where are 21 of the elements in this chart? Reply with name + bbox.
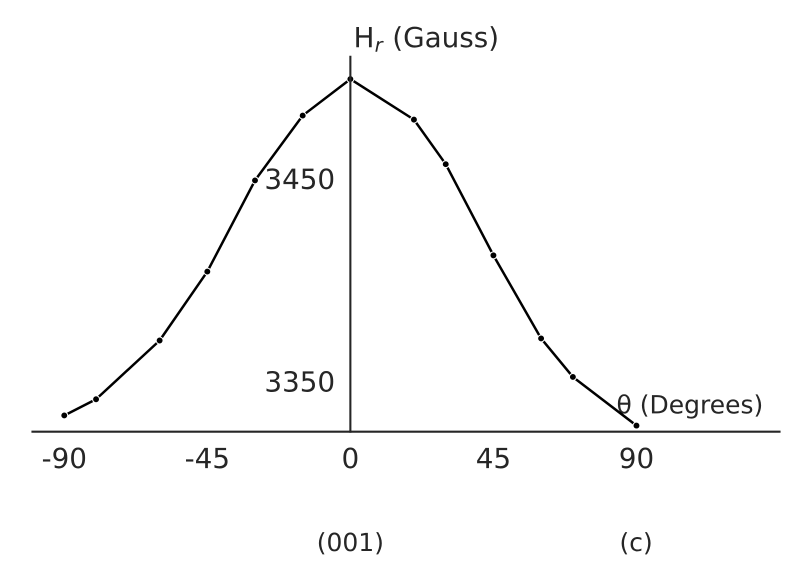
point xyxy=(298,112,307,120)
x-tick-label: -90 xyxy=(42,447,86,468)
point xyxy=(442,160,450,168)
point xyxy=(537,334,546,342)
text: (001) xyxy=(318,532,382,554)
point xyxy=(92,395,100,404)
x-axis-title: θ (Degrees) xyxy=(618,394,762,419)
point xyxy=(203,268,212,276)
y-axis-title: H$_{r}$ (Gauss) xyxy=(356,26,497,52)
point xyxy=(489,251,498,260)
x-tick-label: 45 xyxy=(477,448,509,468)
point xyxy=(156,336,164,344)
point xyxy=(251,176,259,184)
y-tick-label: 3350 xyxy=(266,370,334,392)
x-tick-label: -45 xyxy=(186,448,228,468)
point xyxy=(568,372,577,381)
x-tick-label: 90 xyxy=(620,447,652,468)
point xyxy=(410,116,418,124)
text: (c) xyxy=(622,532,651,554)
y-tick-label: 3450 xyxy=(266,168,334,190)
x-tick-label: 0 xyxy=(343,447,358,468)
